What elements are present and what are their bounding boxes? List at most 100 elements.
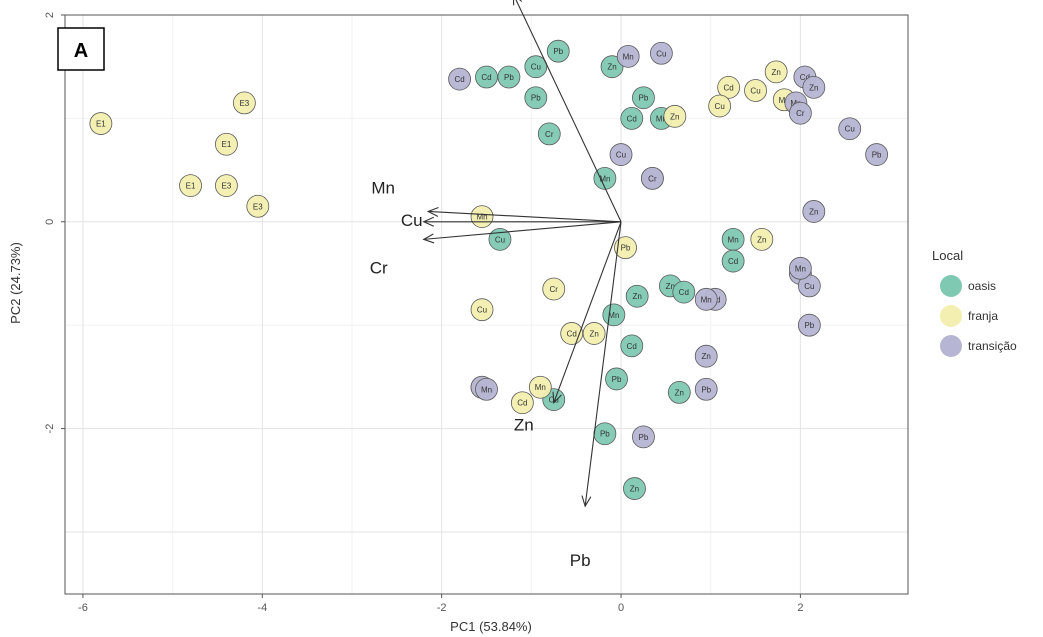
legend: Local oasis franja transição xyxy=(932,248,1017,357)
data-point: Cu xyxy=(524,55,548,79)
point-marker xyxy=(593,166,617,190)
point-marker xyxy=(616,44,640,68)
point-marker xyxy=(497,65,521,89)
legend-label: oasis xyxy=(968,279,996,293)
point-marker xyxy=(524,86,548,110)
point-label: Pb xyxy=(701,385,711,394)
point-label: Mn xyxy=(701,295,712,304)
panel-letter: A xyxy=(74,40,88,62)
loading-arrowhead xyxy=(552,391,562,404)
point-label: E1 xyxy=(186,182,196,191)
point-label: Cd xyxy=(679,288,689,297)
point-label: Zn xyxy=(607,63,616,72)
data-point: Cd xyxy=(721,249,745,273)
point-marker xyxy=(542,277,566,301)
point-marker xyxy=(802,200,826,223)
point-marker xyxy=(600,55,624,79)
data-point: Cd xyxy=(717,75,741,99)
point-label: Cr xyxy=(796,109,805,118)
point-label: Zn xyxy=(670,112,679,121)
x-tick-label: -6 xyxy=(78,602,88,614)
point-marker xyxy=(632,425,655,449)
data-point: Cr xyxy=(641,166,664,190)
x-tick-label: -4 xyxy=(257,602,267,614)
y-axis-title: PC2 (24.73%) xyxy=(8,242,23,324)
data-point: Mn xyxy=(470,205,494,229)
point-marker xyxy=(632,86,655,110)
data-point: Cr xyxy=(788,101,812,125)
data-point: Cd xyxy=(620,106,644,130)
point-marker xyxy=(649,41,673,65)
point-label: Mn xyxy=(476,213,487,222)
point-label: Mn xyxy=(656,114,667,123)
data-point: E1 xyxy=(179,174,202,197)
axes-layer: -6 -4 -2 0 2 -2 0 2 xyxy=(44,12,803,614)
point-label: Pb xyxy=(872,151,882,160)
point-marker xyxy=(475,65,498,89)
y-tick-label: 2 xyxy=(44,12,56,18)
point-marker xyxy=(802,75,826,99)
point-marker xyxy=(475,377,498,401)
data-point: Pb xyxy=(524,86,548,110)
point-label: Mn xyxy=(623,52,634,61)
data-point: Cd xyxy=(448,67,471,91)
point-label: Cu xyxy=(804,282,814,291)
point-label: Cd xyxy=(517,399,527,408)
data-point: Zn xyxy=(750,227,774,251)
data-point: Cr xyxy=(537,122,561,146)
data-point: Mn xyxy=(528,375,552,399)
data-point: Cd xyxy=(672,280,696,304)
point-marker xyxy=(605,367,628,391)
point-label: Cu xyxy=(845,125,855,134)
point-marker xyxy=(179,174,202,197)
point-marker xyxy=(215,132,238,156)
point-label: E3 xyxy=(239,99,249,108)
loading-label: Pb xyxy=(570,551,591,570)
point-marker xyxy=(641,166,664,190)
x-tick-label: 0 xyxy=(618,602,624,614)
legend-key xyxy=(940,275,962,297)
point-label: E1 xyxy=(96,120,106,129)
data-point: Mn xyxy=(721,227,745,251)
point-label: Cd xyxy=(627,342,637,351)
point-marker xyxy=(246,194,270,218)
point-label: Cd xyxy=(724,83,734,92)
loading-arrow xyxy=(515,0,622,223)
point-label: Pb xyxy=(639,94,649,103)
data-point: Pb xyxy=(593,422,617,446)
data-point: Zn xyxy=(663,104,687,128)
point-label: Mn xyxy=(599,174,610,183)
loading-label: Cu xyxy=(401,211,423,230)
point-label: Zn xyxy=(589,329,598,338)
data-point: Cd xyxy=(620,334,644,358)
point-label: Mn xyxy=(728,235,739,244)
loading-arrowhead xyxy=(422,216,434,227)
point-label: Zn xyxy=(771,68,780,77)
data-point: Cu xyxy=(609,143,633,166)
point-label: Zn xyxy=(675,388,684,397)
point-marker xyxy=(528,375,552,399)
data-point: Pb xyxy=(865,143,889,166)
point-marker xyxy=(448,67,471,91)
loading-arrows: Cd Mn Cu Cr Zn Pb xyxy=(370,0,622,570)
data-point: Pb xyxy=(694,377,718,401)
data-point: Cd xyxy=(475,65,498,89)
point-marker xyxy=(797,313,821,337)
data-point: E3 xyxy=(232,91,256,115)
data-point: Zn xyxy=(764,60,788,84)
point-marker xyxy=(744,79,767,102)
data-point: Zn xyxy=(582,322,606,345)
point-label: Cu xyxy=(715,102,725,111)
point-marker xyxy=(232,91,256,115)
point-marker xyxy=(750,227,774,251)
data-point: Cd xyxy=(510,391,534,415)
data-point: Mn xyxy=(602,303,626,327)
point-marker xyxy=(694,377,718,401)
legend-title: Local xyxy=(932,248,963,263)
data-point: Mn xyxy=(475,377,498,401)
point-label: Mn xyxy=(608,311,619,320)
point-label: Mn xyxy=(779,96,790,105)
x-tick-label: 2 xyxy=(797,602,803,614)
point-label: Cu xyxy=(477,306,487,315)
